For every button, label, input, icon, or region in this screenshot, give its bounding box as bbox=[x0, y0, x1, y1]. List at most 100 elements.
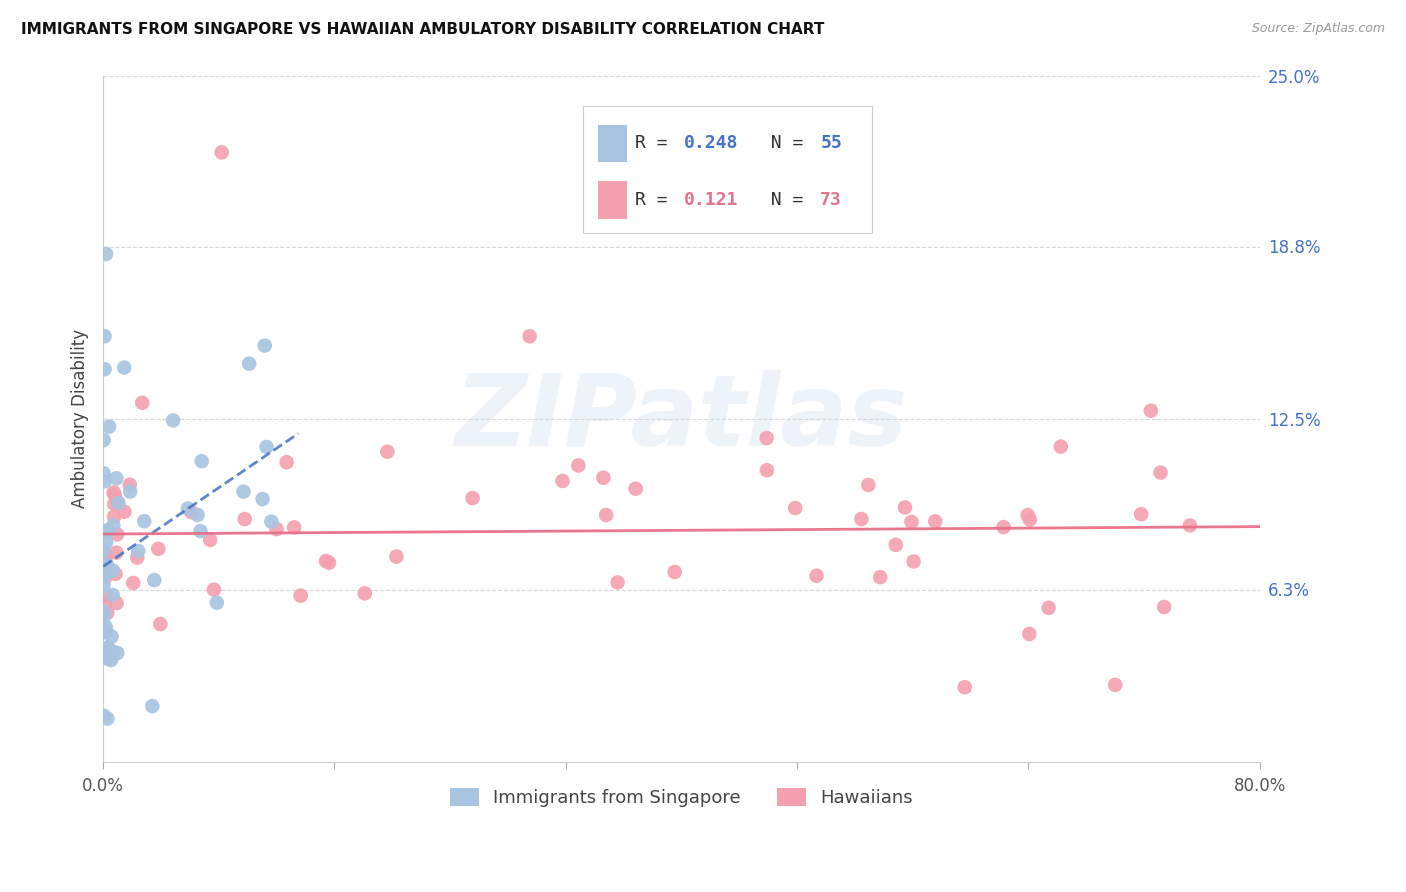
Point bbox=[112, 505, 135, 519]
Point bbox=[94, 596, 117, 610]
Point bbox=[953, 680, 976, 694]
Point bbox=[98, 652, 121, 666]
Point bbox=[551, 474, 574, 488]
Point bbox=[105, 646, 128, 660]
Point bbox=[1104, 678, 1126, 692]
Point bbox=[233, 512, 256, 526]
Y-axis label: Ambulatory Disability: Ambulatory Disability bbox=[72, 329, 89, 508]
Point bbox=[894, 500, 917, 515]
Text: 73: 73 bbox=[820, 191, 842, 209]
Point bbox=[851, 512, 873, 526]
Point bbox=[1018, 513, 1040, 527]
Point bbox=[93, 610, 115, 624]
Text: N =: N = bbox=[748, 191, 814, 209]
Point bbox=[353, 586, 375, 600]
Point bbox=[884, 538, 907, 552]
Text: ZIPatlas: ZIPatlas bbox=[456, 370, 908, 467]
Point bbox=[96, 643, 118, 657]
Point bbox=[1149, 466, 1171, 480]
Point bbox=[232, 484, 254, 499]
Point bbox=[806, 568, 828, 582]
Point bbox=[112, 360, 135, 375]
FancyBboxPatch shape bbox=[583, 106, 872, 234]
Point bbox=[96, 589, 118, 603]
Point bbox=[93, 624, 115, 639]
Point bbox=[190, 454, 212, 468]
Point bbox=[858, 478, 880, 492]
Point bbox=[93, 362, 115, 376]
Point bbox=[1017, 508, 1039, 522]
Point bbox=[105, 527, 128, 541]
Point bbox=[266, 522, 288, 536]
Point bbox=[755, 431, 778, 445]
Point bbox=[869, 570, 891, 584]
Point bbox=[900, 515, 922, 529]
Point bbox=[318, 556, 340, 570]
Point bbox=[94, 554, 117, 568]
Point bbox=[97, 524, 120, 538]
Bar bbox=[598, 125, 627, 162]
Point bbox=[93, 645, 115, 659]
Point bbox=[211, 145, 233, 160]
Point bbox=[238, 357, 260, 371]
Point bbox=[903, 554, 925, 568]
Point bbox=[105, 546, 128, 560]
Point bbox=[101, 564, 124, 578]
Point bbox=[592, 471, 614, 485]
Point bbox=[1049, 440, 1071, 454]
Text: 0.121: 0.121 bbox=[683, 191, 738, 209]
Point bbox=[1140, 403, 1163, 417]
Point bbox=[96, 606, 118, 620]
Point bbox=[103, 509, 125, 524]
Point bbox=[148, 541, 170, 556]
Point bbox=[93, 329, 115, 343]
Point bbox=[1153, 600, 1175, 615]
Bar bbox=[598, 181, 627, 219]
Point bbox=[253, 338, 276, 352]
Point bbox=[1130, 507, 1153, 521]
Point bbox=[101, 588, 124, 602]
Point bbox=[755, 463, 778, 477]
Point bbox=[97, 640, 120, 655]
Text: N =: N = bbox=[748, 135, 814, 153]
Point bbox=[96, 558, 118, 572]
Point bbox=[276, 455, 298, 469]
Point bbox=[624, 482, 647, 496]
Point bbox=[143, 573, 166, 587]
Point bbox=[93, 547, 115, 561]
Point bbox=[107, 496, 129, 510]
Point bbox=[1178, 518, 1201, 533]
Point bbox=[93, 475, 115, 489]
Point bbox=[94, 568, 117, 582]
Point bbox=[785, 501, 807, 516]
Point bbox=[94, 247, 117, 261]
Point bbox=[120, 484, 142, 499]
Point bbox=[141, 699, 163, 714]
Text: Source: ZipAtlas.com: Source: ZipAtlas.com bbox=[1251, 22, 1385, 36]
Point bbox=[377, 444, 399, 458]
Point bbox=[100, 630, 122, 644]
Point bbox=[105, 596, 128, 610]
Point bbox=[105, 471, 128, 485]
Point bbox=[290, 589, 312, 603]
Point bbox=[127, 544, 149, 558]
Point bbox=[924, 514, 946, 528]
Point bbox=[93, 650, 115, 665]
Point bbox=[104, 566, 127, 581]
Point bbox=[96, 648, 118, 663]
Point bbox=[315, 554, 337, 568]
Point bbox=[131, 396, 153, 410]
Point bbox=[187, 508, 209, 522]
Point bbox=[94, 560, 117, 574]
Point bbox=[96, 624, 118, 639]
Point bbox=[664, 565, 686, 579]
Point bbox=[100, 653, 122, 667]
Point bbox=[162, 413, 184, 427]
Point bbox=[98, 419, 121, 434]
Point bbox=[93, 543, 115, 558]
Point bbox=[93, 467, 115, 481]
Legend: Immigrants from Singapore, Hawaiians: Immigrants from Singapore, Hawaiians bbox=[443, 781, 920, 814]
Point bbox=[101, 645, 124, 659]
Point bbox=[606, 575, 628, 590]
Point bbox=[177, 501, 200, 516]
